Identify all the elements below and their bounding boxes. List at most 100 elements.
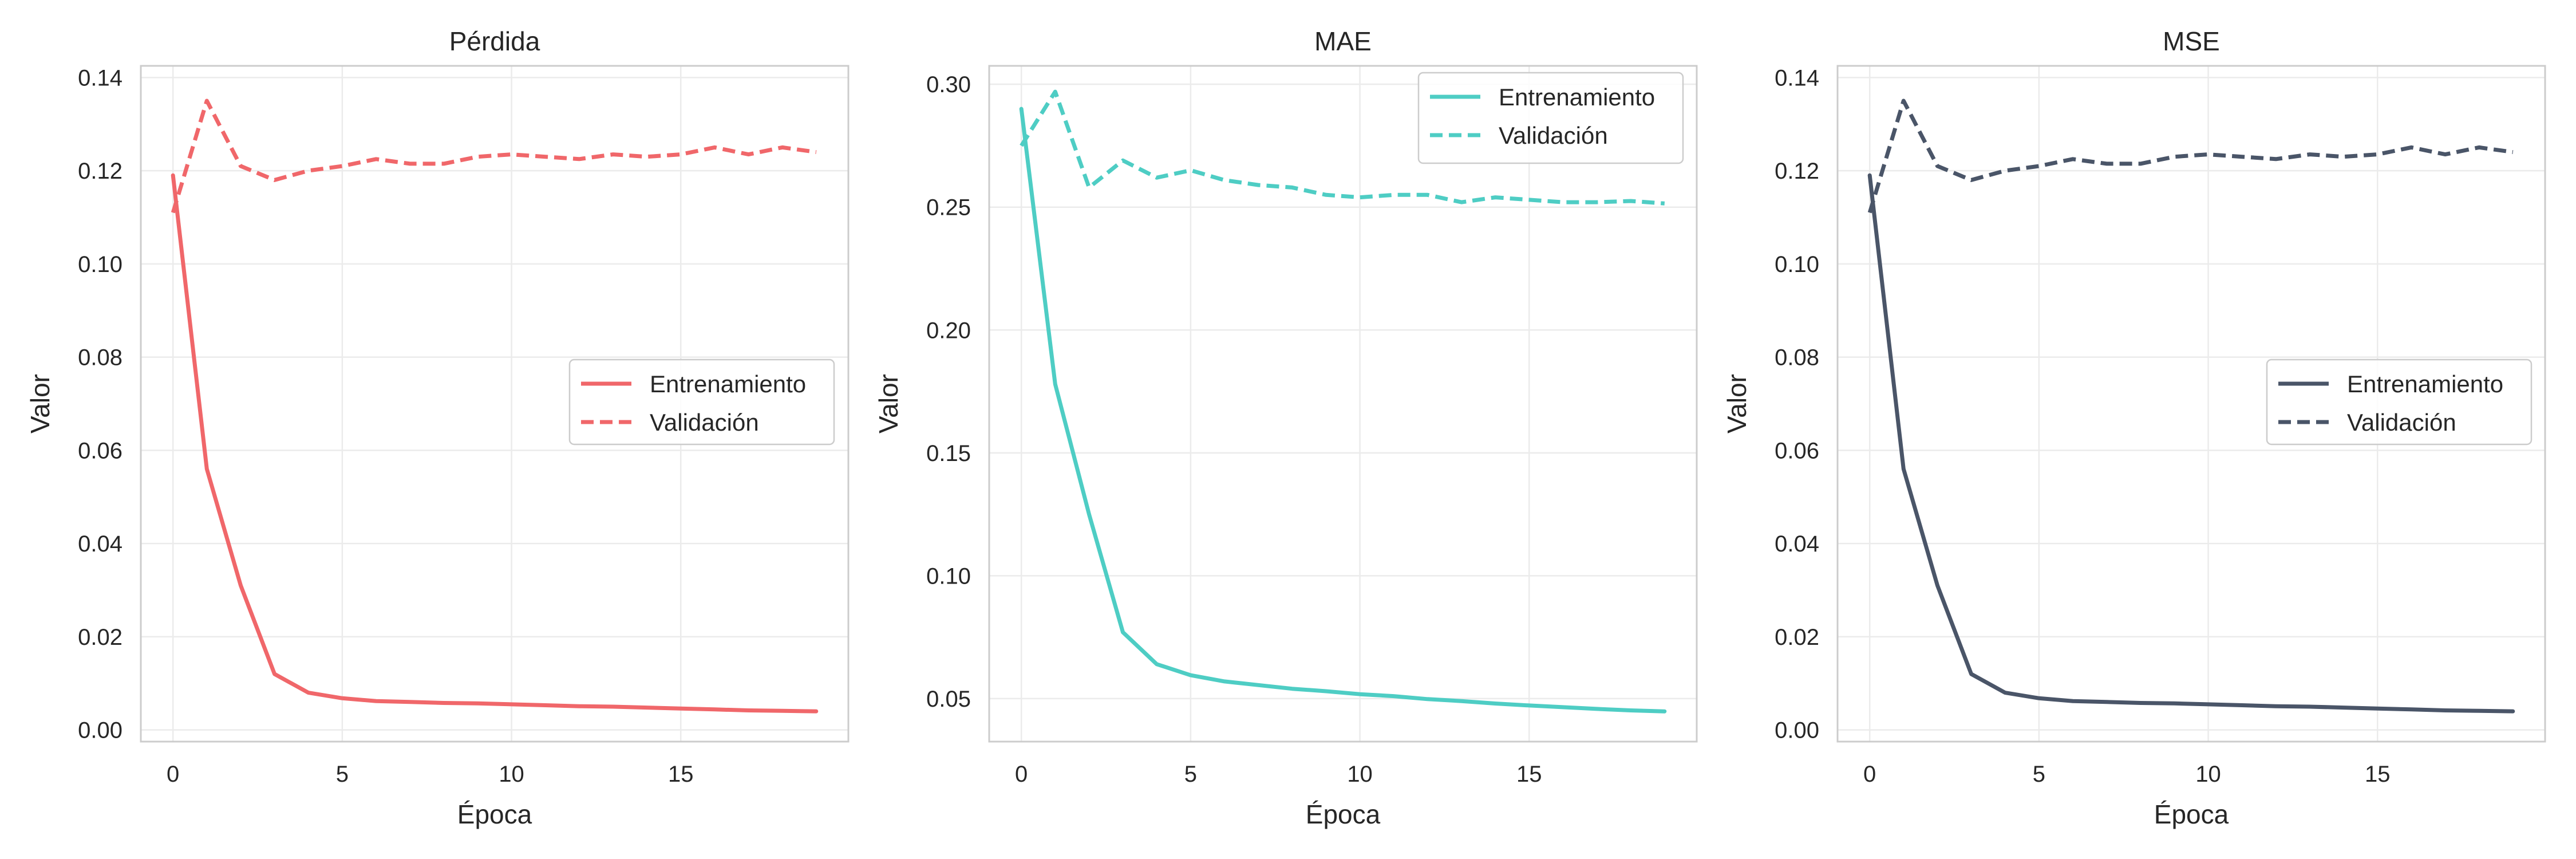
data-point <box>1188 168 1192 172</box>
y-tick-label: 0.25 <box>926 195 971 220</box>
data-point <box>1969 178 1973 182</box>
data-point <box>272 672 276 676</box>
data-point <box>577 157 581 161</box>
x-axis-label: Época <box>1306 799 1381 829</box>
data-point <box>814 710 818 714</box>
data-point <box>1561 705 1565 709</box>
data-point <box>1595 707 1599 711</box>
data-point <box>509 702 513 706</box>
y-tick-label: 0.10 <box>1775 252 1819 277</box>
y-axis-label: Valor <box>1722 374 1752 434</box>
data-point <box>1902 99 1906 103</box>
series-line <box>1019 107 1667 714</box>
data-point <box>1392 694 1396 698</box>
chart-panel-3: 0 5 10 15 0.00 0.02 0.04 0.06 0.08 0.10 0.12 0.14 MS… <box>1722 26 2546 829</box>
data-point <box>1392 193 1396 197</box>
x-axis-label: Época <box>457 799 532 829</box>
plot-area <box>989 66 1697 742</box>
x-tick-label: 5 <box>336 762 349 787</box>
x-tick-label: 10 <box>499 762 524 787</box>
y-tick-label: 0.12 <box>1775 159 1819 184</box>
data-point <box>2105 161 2109 166</box>
data-point <box>1020 144 1024 148</box>
legend-label: Validación <box>650 409 759 436</box>
data-point <box>543 155 547 159</box>
data-point <box>374 157 378 161</box>
y-tick-label: 0.00 <box>1775 718 1819 743</box>
series-line <box>1867 98 2514 214</box>
legend-label: Entrenamiento <box>650 371 806 397</box>
series-training <box>1867 173 2515 714</box>
data-point <box>2139 161 2143 166</box>
data-point <box>171 211 175 215</box>
legend-label: Validación <box>2347 409 2456 436</box>
data-point <box>2342 155 2346 159</box>
y-tick-label: 0.10 <box>78 252 123 277</box>
y-tick-label: 0.08 <box>1775 345 1819 371</box>
data-point <box>1629 708 1633 712</box>
data-point <box>1155 662 1159 666</box>
data-point <box>2071 157 2075 161</box>
data-point <box>814 150 818 154</box>
data-point <box>1459 699 1463 703</box>
y-axis-label: Valor <box>25 374 55 434</box>
data-point <box>2240 703 2244 707</box>
legend-box <box>1417 72 1684 164</box>
data-point <box>746 152 750 156</box>
data-point <box>1087 513 1091 517</box>
data-point <box>2071 699 2075 703</box>
data-point <box>1053 382 1057 386</box>
data-point <box>2477 709 2481 713</box>
axes-frame <box>988 65 1698 743</box>
legend-label: Entrenamiento <box>2347 371 2503 397</box>
data-point <box>679 707 683 711</box>
data-point <box>679 152 683 156</box>
x-tick-label: 5 <box>1184 762 1197 787</box>
y-tick-label: 0.06 <box>78 438 123 463</box>
data-point <box>2037 164 2041 168</box>
data-point <box>2003 691 2007 695</box>
data-point <box>1425 193 1429 197</box>
data-point <box>1290 687 1294 691</box>
data-point <box>645 706 649 710</box>
data-point <box>713 145 717 149</box>
y-tick-label: 0.08 <box>78 345 123 371</box>
data-point <box>340 164 344 168</box>
data-point <box>476 702 480 706</box>
data-point <box>2003 169 2007 173</box>
legend-label: Entrenamiento <box>1499 84 1655 111</box>
data-point <box>340 696 344 700</box>
data-point <box>1902 467 1906 471</box>
y-tick-label: 0.10 <box>926 564 971 589</box>
data-point <box>1969 672 1973 676</box>
series-training <box>1019 107 1667 714</box>
data-point <box>2511 150 2515 154</box>
data-point <box>780 709 784 713</box>
data-point <box>2105 700 2109 704</box>
y-tick-label: 0.06 <box>1775 438 1819 463</box>
data-point <box>2376 152 2380 156</box>
data-point <box>239 584 243 588</box>
data-point <box>1527 198 1531 202</box>
y-tick-label: 0.04 <box>1775 531 1819 557</box>
x-tick-label: 0 <box>167 762 179 787</box>
data-point <box>2139 701 2143 705</box>
data-point <box>1494 702 1498 706</box>
data-point <box>205 467 209 471</box>
data-point <box>1935 164 1939 168</box>
data-point <box>2037 696 2041 700</box>
data-point <box>1087 186 1091 190</box>
data-point <box>2206 702 2210 706</box>
data-point <box>2206 152 2210 156</box>
series-line <box>171 173 819 714</box>
series-training <box>171 173 819 714</box>
data-point <box>2172 155 2176 159</box>
y-tick-label: 0.20 <box>926 318 971 343</box>
data-point <box>2376 707 2380 711</box>
series-line <box>1867 173 2515 714</box>
data-point <box>1595 200 1599 204</box>
data-point <box>1629 199 1633 203</box>
axes-frame <box>1836 65 2546 743</box>
chart-title: MAE <box>1314 26 1372 56</box>
x-tick-label: 0 <box>1015 762 1028 787</box>
